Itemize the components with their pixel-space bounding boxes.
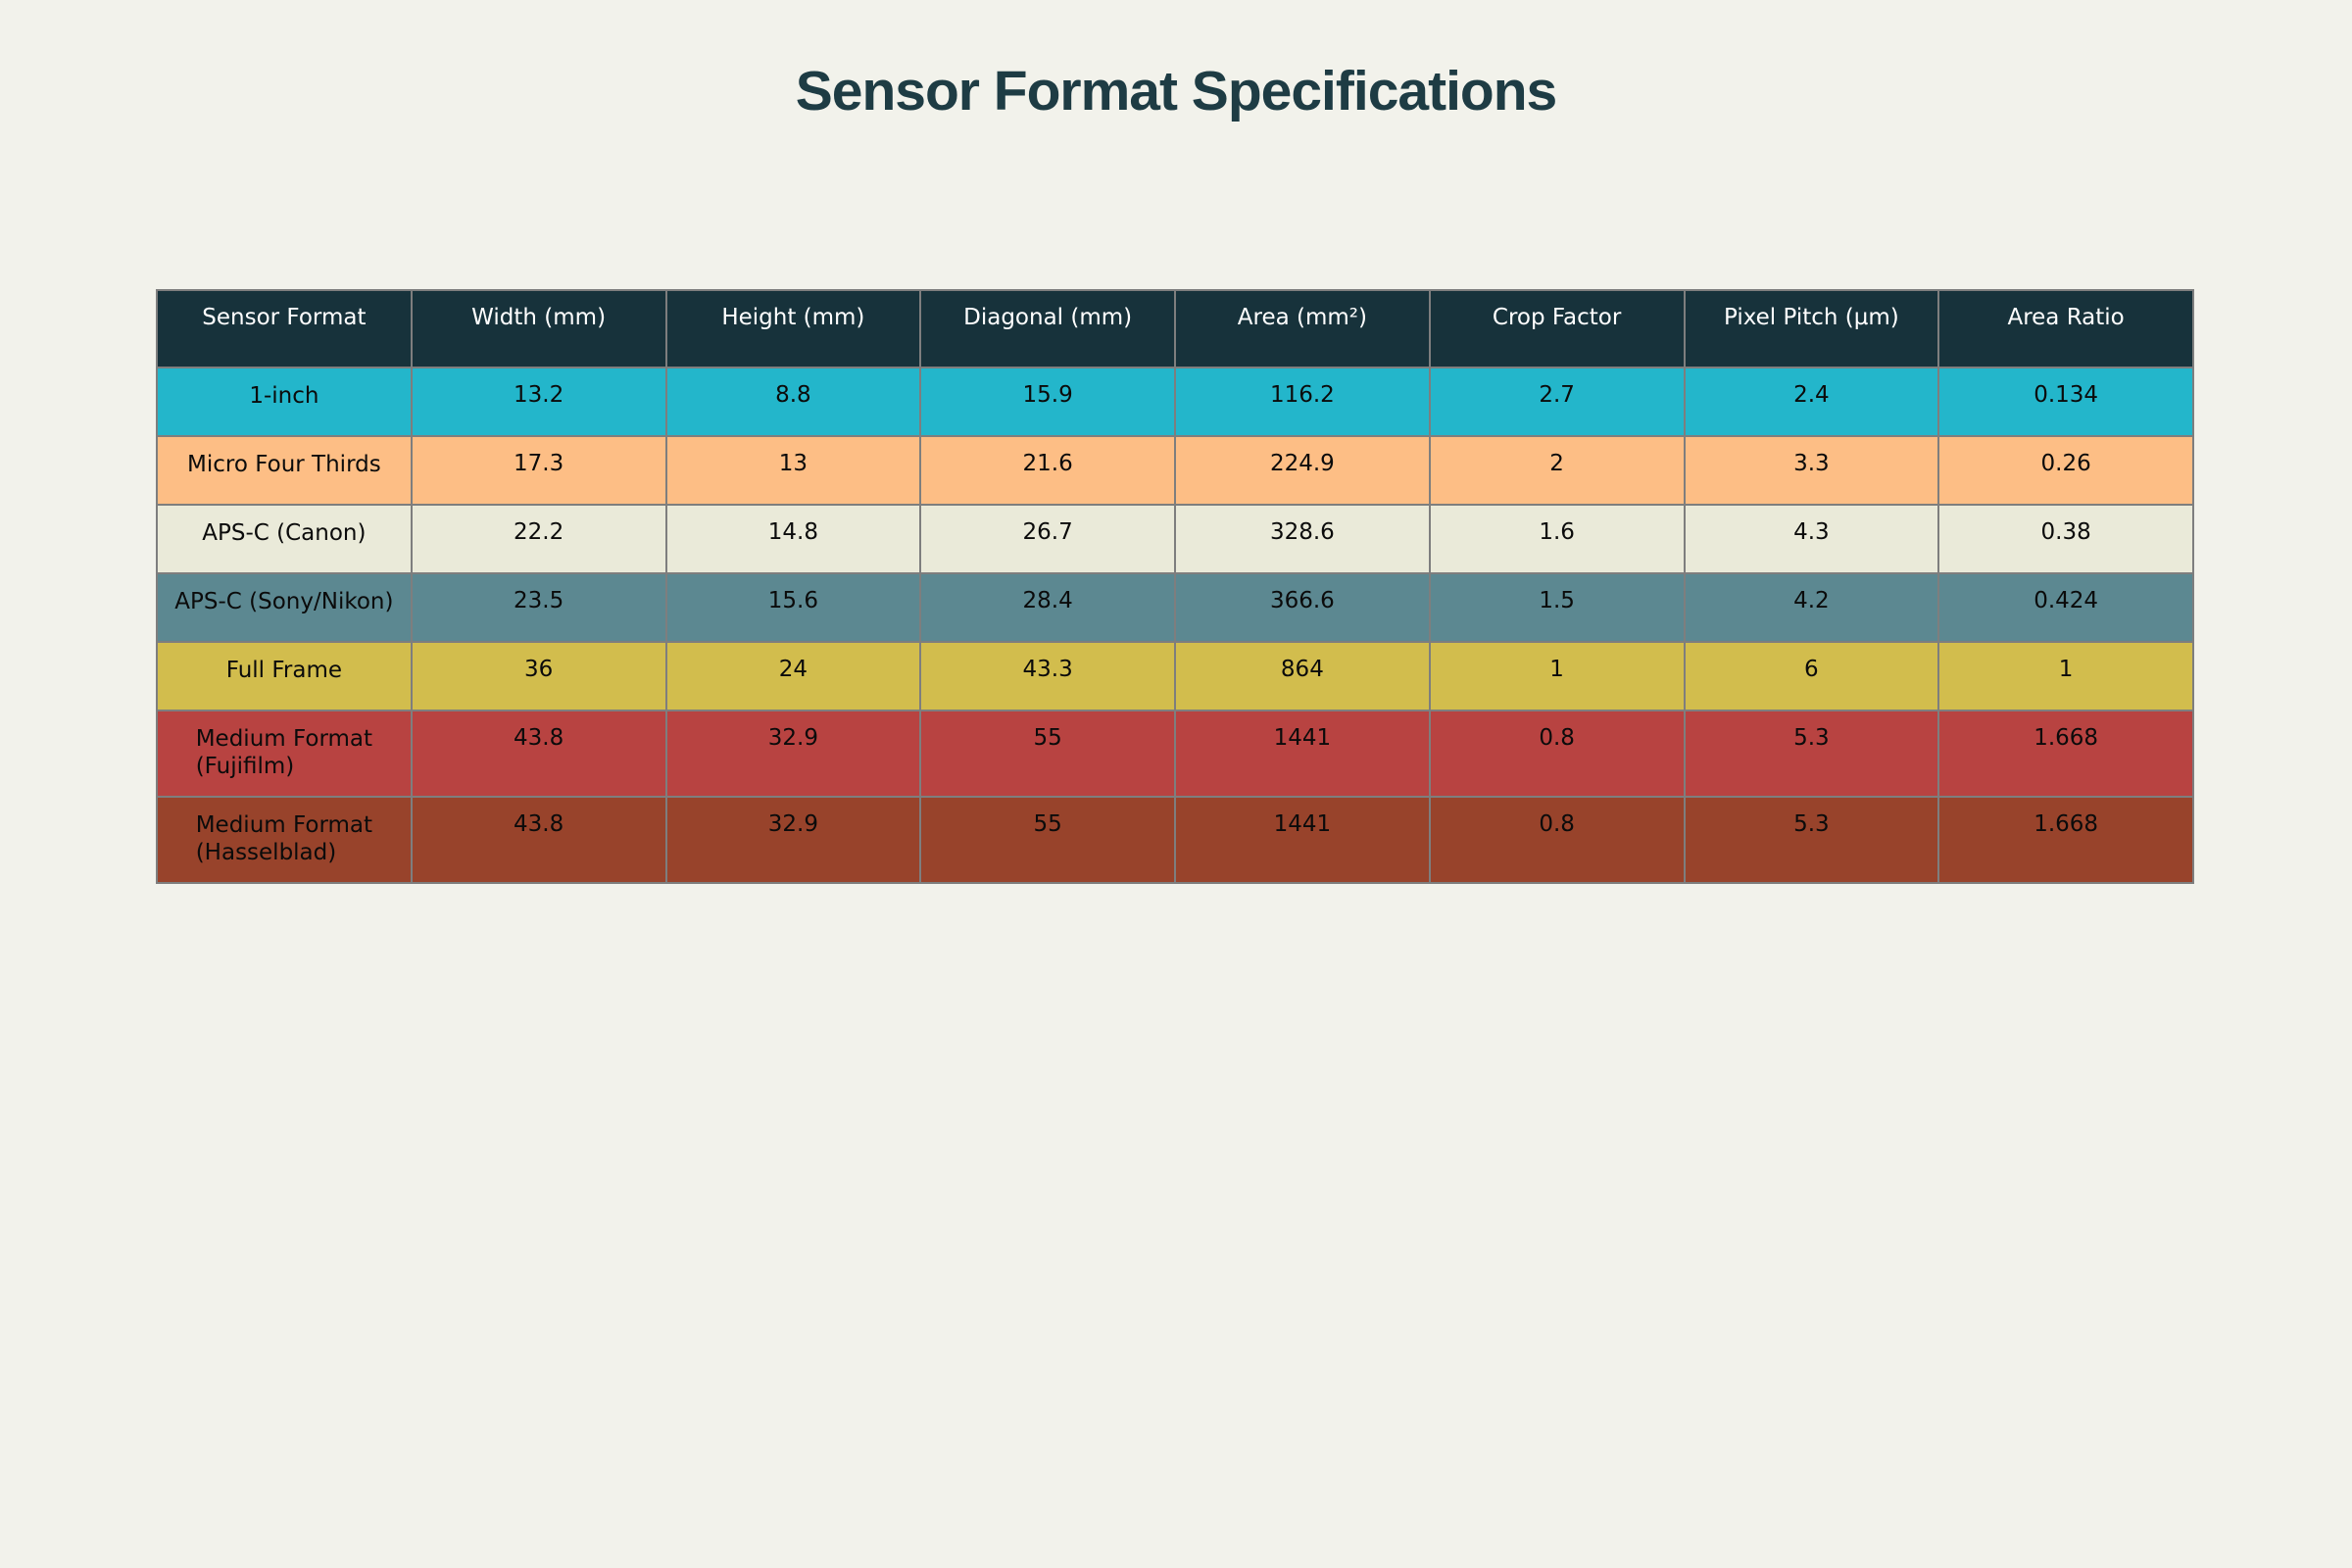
column-header-2: Height (mm) (664, 289, 922, 368)
table-row: Medium Format (Hasselblad) 43.8 32.9 55 1441… (156, 796, 2194, 884)
table-row: Full Frame 36 24 43.3 864 1 6 1 (156, 641, 2194, 711)
row-label: Medium Format (Hasselblad) (195, 812, 373, 866)
column-header-6: Pixel Pitch (µm) (1683, 289, 1940, 368)
value-cell: 224.9 (1174, 435, 1431, 506)
value-cell: 55 (919, 710, 1176, 798)
column-header-5: Crop Factor (1428, 289, 1686, 368)
value-cell: 8.8 (664, 367, 922, 437)
value-cell: 24 (664, 641, 922, 711)
value-cell: 43.3 (919, 641, 1176, 711)
column-header-3: Diagonal (mm) (919, 289, 1176, 368)
row-label-cell: 1-inch (156, 367, 413, 437)
value-cell: 13.2 (410, 367, 667, 437)
row-label: Full Frame (225, 658, 343, 683)
value-cell: 13 (664, 435, 922, 506)
value-cell: 1.668 (1937, 710, 2194, 798)
table-body: 1-inch 13.2 8.8 15.9 116.2 2.7 2.4 0.134 Micro F… (156, 367, 2194, 884)
value-cell: 26.7 (919, 504, 1176, 574)
column-header-4: Area (mm²) (1174, 289, 1431, 368)
table-row: Micro Four Thirds 17.3 13 21.6 224.9 2 3.3 0.26 (156, 435, 2194, 506)
value-cell: 0.424 (1937, 572, 2194, 643)
value-cell: 43.8 (410, 796, 667, 884)
value-cell: 3.3 (1683, 435, 1940, 506)
value-cell: 15.6 (664, 572, 922, 643)
value-cell: 864 (1174, 641, 1431, 711)
row-label: APS-C (Canon) (202, 520, 367, 546)
column-header-0: Sensor Format (156, 289, 413, 368)
value-cell: 15.9 (919, 367, 1176, 437)
row-label: 1-inch (249, 383, 319, 409)
header-row: Sensor Format Width (mm) Height (mm) Diagon… (156, 289, 2194, 368)
table-row: Medium Format (Fujifilm) 43.8 32.9 55 1441 0.… (156, 710, 2194, 798)
table-row: APS-C (Canon) 22.2 14.8 26.7 328.6 1.6 4.3 0.38 (156, 504, 2194, 574)
value-cell: 28.4 (919, 572, 1176, 643)
value-cell: 14.8 (664, 504, 922, 574)
value-cell: 116.2 (1174, 367, 1431, 437)
table-row: APS-C (Sony/Nikon) 23.5 15.6 28.4 366.6 1.5 4.… (156, 572, 2194, 643)
row-label-cell: Medium Format (Fujifilm) (156, 710, 413, 798)
value-cell: 328.6 (1174, 504, 1431, 574)
row-label: Micro Four Thirds (187, 452, 381, 477)
value-cell: 5.3 (1683, 796, 1940, 884)
value-cell: 22.2 (410, 504, 667, 574)
value-cell: 17.3 (410, 435, 667, 506)
value-cell: 366.6 (1174, 572, 1431, 643)
sensor-format-table: Sensor Format Width (mm) Height (mm) Diagon… (156, 289, 2194, 884)
row-label-cell: APS-C (Canon) (156, 504, 413, 574)
value-cell: 0.26 (1937, 435, 2194, 506)
value-cell: 36 (410, 641, 667, 711)
row-label: APS-C (Sony/Nikon) (174, 589, 394, 614)
value-cell: 0.38 (1937, 504, 2194, 574)
value-cell: 1 (1428, 641, 1686, 711)
column-header-7: Area Ratio (1937, 289, 2194, 368)
page-title: Sensor Format Specifications (795, 60, 1558, 122)
value-cell: 1441 (1174, 796, 1431, 884)
row-label-cell: Medium Format (Hasselblad) (156, 796, 413, 884)
value-cell: 2 (1428, 435, 1686, 506)
row-label-cell: APS-C (Sony/Nikon) (156, 572, 413, 643)
value-cell: 2.7 (1428, 367, 1686, 437)
value-cell: 32.9 (664, 796, 922, 884)
value-cell: 2.4 (1683, 367, 1940, 437)
value-cell: 1 (1937, 641, 2194, 711)
value-cell: 1441 (1174, 710, 1431, 798)
value-cell: 1.6 (1428, 504, 1686, 574)
value-cell: 0.134 (1937, 367, 2194, 437)
row-label-cell: Micro Four Thirds (156, 435, 413, 506)
table-row: 1-inch 13.2 8.8 15.9 116.2 2.7 2.4 0.134 (156, 367, 2194, 437)
column-header-1: Width (mm) (410, 289, 667, 368)
value-cell: 0.8 (1428, 796, 1686, 884)
value-cell: 4.2 (1683, 572, 1940, 643)
value-cell: 21.6 (919, 435, 1176, 506)
value-cell: 1.5 (1428, 572, 1686, 643)
row-label: Medium Format (Fujifilm) (195, 726, 373, 780)
value-cell: 23.5 (410, 572, 667, 643)
value-cell: 43.8 (410, 710, 667, 798)
value-cell: 0.8 (1428, 710, 1686, 798)
row-label-cell: Full Frame (156, 641, 413, 711)
value-cell: 5.3 (1683, 710, 1940, 798)
value-cell: 1.668 (1937, 796, 2194, 884)
value-cell: 32.9 (664, 710, 922, 798)
value-cell: 6 (1683, 641, 1940, 711)
value-cell: 55 (919, 796, 1176, 884)
value-cell: 4.3 (1683, 504, 1940, 574)
